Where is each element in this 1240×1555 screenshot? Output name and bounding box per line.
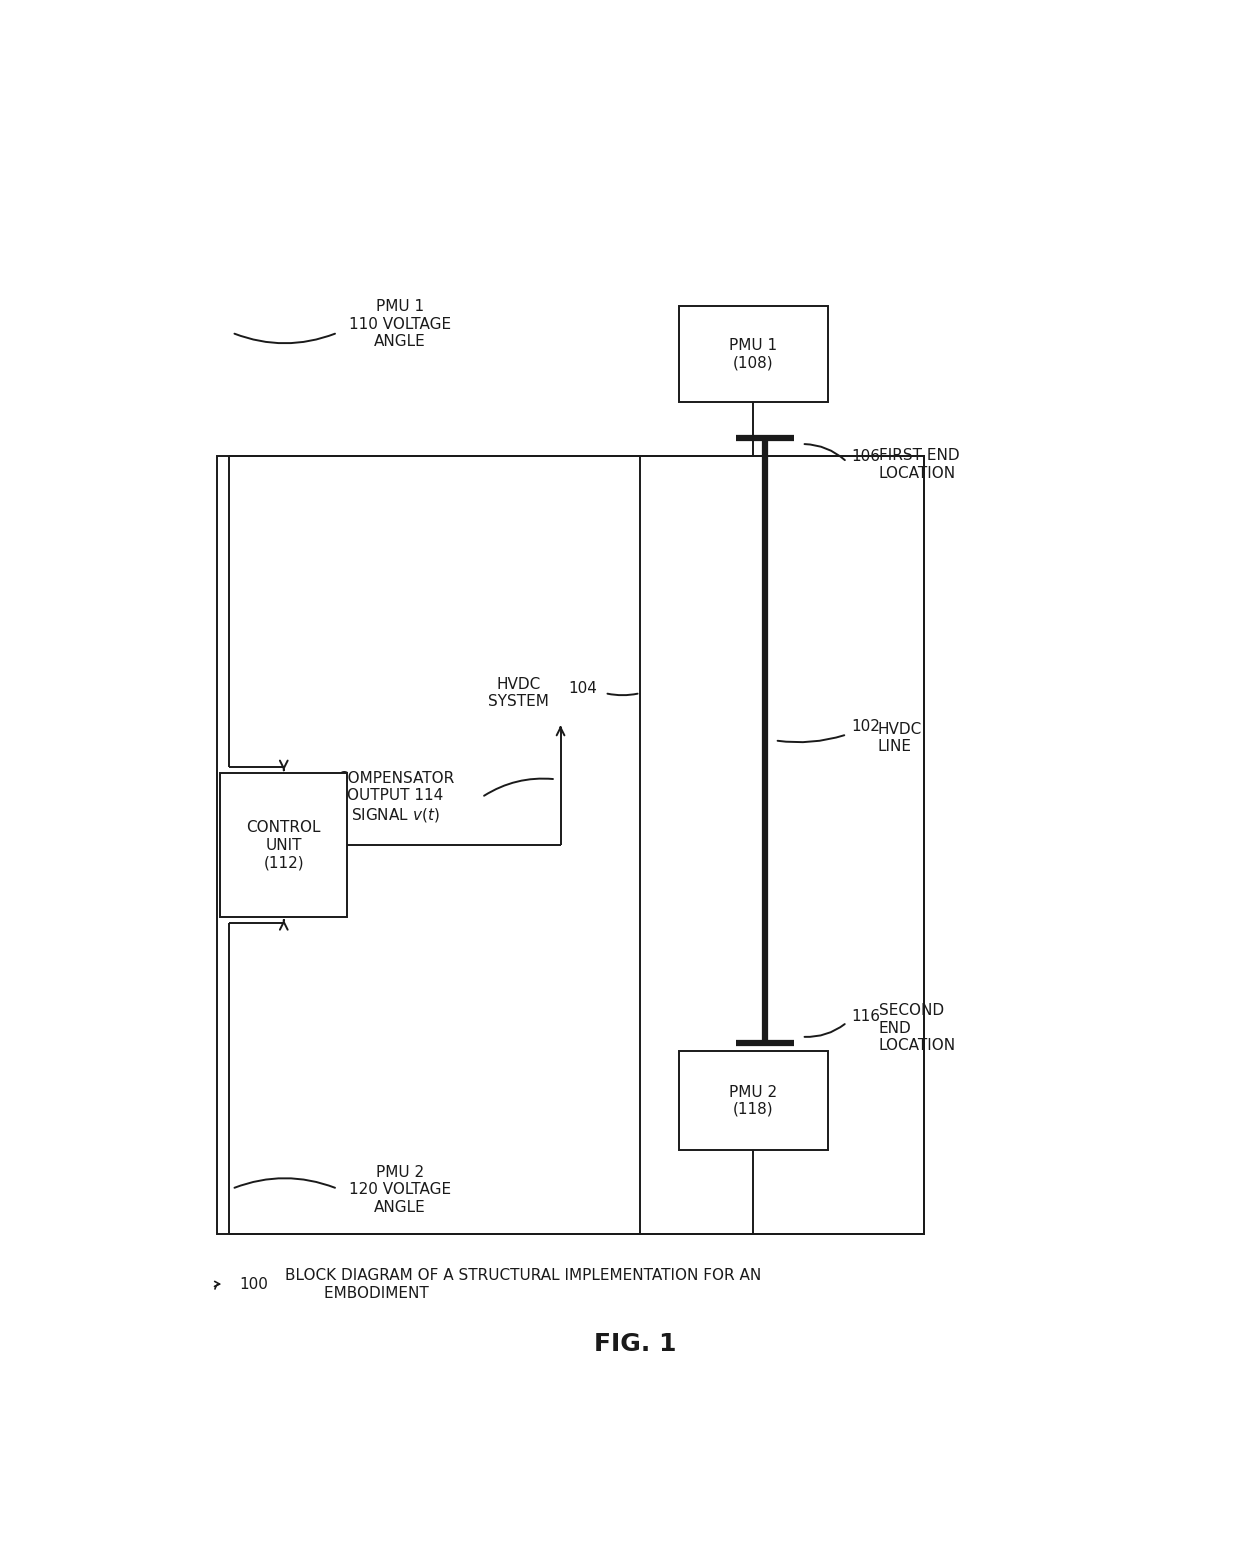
Text: 100: 100 [239,1277,268,1292]
Bar [678,306,828,403]
Text: FIRST END
LOCATION: FIRST END LOCATION [879,448,960,480]
Text: COMPENSATOR
OUTPUT 114
SIGNAL $v(t)$: COMPENSATOR OUTPUT 114 SIGNAL $v(t)$ [336,771,454,824]
Text: BLOCK DIAGRAM OF A STRUCTURAL IMPLEMENTATION FOR AN
        EMBODIMENT: BLOCK DIAGRAM OF A STRUCTURAL IMPLEMENTA… [285,1269,761,1302]
Text: 106: 106 [852,448,880,463]
Text: 104: 104 [568,681,598,695]
Bar [640,456,924,1235]
Bar [221,773,347,917]
Text: FIG. 1: FIG. 1 [594,1333,677,1356]
Text: 102: 102 [852,718,880,734]
Text: PMU 2
120 VOLTAGE
ANGLE: PMU 2 120 VOLTAGE ANGLE [348,1165,451,1214]
Text: PMU 1
(108): PMU 1 (108) [729,337,777,370]
Text: HVDC
LINE: HVDC LINE [878,722,921,754]
Text: CONTROL
UNIT
(112): CONTROL UNIT (112) [247,819,321,871]
Bar [217,456,924,1235]
Text: PMU 1
110 VOLTAGE
ANGLE: PMU 1 110 VOLTAGE ANGLE [348,300,451,350]
Bar [678,1051,828,1151]
Text: 116: 116 [852,1009,880,1023]
Text: HVDC
SYSTEM: HVDC SYSTEM [487,676,548,709]
Text: SECOND
END
LOCATION: SECOND END LOCATION [879,1003,956,1053]
Text: PMU 2
(118): PMU 2 (118) [729,1084,777,1116]
